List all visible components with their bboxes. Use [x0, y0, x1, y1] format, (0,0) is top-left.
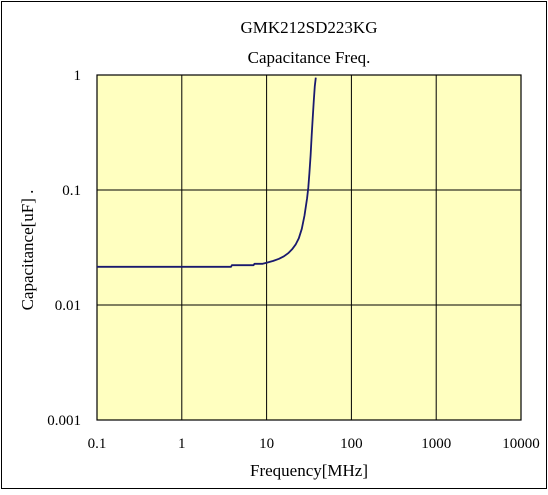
x-tick-label: 1000 [421, 436, 451, 452]
x-tick-label: 10000 [502, 436, 540, 452]
y-axis-label: Capacitance[uF] . [18, 190, 37, 311]
plot-area-border [96, 74, 522, 421]
chart-subtitle: Capacitance Freq. [248, 48, 371, 67]
capacitance-series-line [97, 77, 317, 268]
chart-title: GMK212SD223KG [241, 18, 378, 37]
x-axis-label: Frequency[MHz] [250, 461, 368, 480]
y-tick-label: 1 [74, 68, 82, 84]
plot-area-background [97, 75, 521, 420]
x-tick-label: 10 [259, 436, 274, 452]
x-tick-label: 0.1 [88, 436, 107, 452]
y-tick-label: 0.01 [55, 298, 81, 314]
y-axis-tick-labels: 0.001 0.01 0.1 1 [47, 68, 81, 429]
grid-lines [97, 75, 521, 420]
y-tick-label: 0.001 [47, 413, 81, 429]
x-tick-label: 100 [340, 436, 363, 452]
x-axis-tick-labels: 0.1 1 10 100 1000 10000 [88, 436, 540, 452]
series-layer [97, 77, 317, 268]
y-tick-label: 0.1 [62, 183, 81, 199]
x-tick-label: 1 [178, 436, 186, 452]
